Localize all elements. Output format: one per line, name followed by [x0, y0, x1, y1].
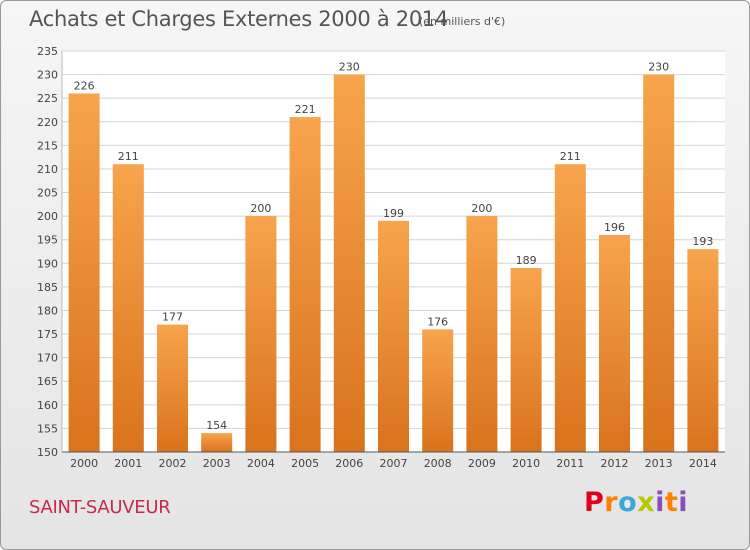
- bar: [643, 74, 675, 453]
- y-tick-label: 235: [37, 45, 58, 58]
- logo-letter: P: [584, 487, 605, 518]
- bar: [245, 216, 277, 452]
- value-labels: 226 211 177 154 200 221 230 199 176 200 189 211 196 2…: [74, 61, 714, 433]
- bar-value-label: 189: [516, 254, 537, 267]
- bar-value-label: 177: [162, 311, 183, 324]
- logo-letter: o: [618, 487, 638, 518]
- bar-value-label: 193: [692, 235, 713, 248]
- y-tick-label: 220: [37, 116, 58, 129]
- x-tick-label: 2009: [468, 457, 496, 470]
- x-tick-label: 2001: [114, 457, 142, 470]
- chart-subtitle: (en milliers d'€): [419, 15, 506, 28]
- bar-value-label: 230: [339, 61, 360, 74]
- bar-value-label: 226: [74, 79, 95, 92]
- bar: [289, 117, 321, 452]
- y-tick-label: 160: [37, 399, 58, 412]
- bar: [68, 93, 100, 452]
- x-tick-label: 2010: [512, 457, 540, 470]
- bar: [599, 234, 630, 452]
- y-axis-tick-labels: 150 155 160 165 170 175 180 185 190 195 200 205 210 2…: [37, 45, 58, 459]
- bar: [157, 324, 188, 452]
- x-tick-label: 2007: [380, 457, 408, 470]
- y-tick-label: 225: [37, 92, 58, 105]
- y-tick-label: 230: [37, 69, 58, 82]
- y-tick-label: 200: [37, 210, 58, 223]
- y-tick-label: 180: [37, 304, 58, 317]
- bar: [422, 329, 454, 452]
- bar: [510, 268, 542, 452]
- bar-value-label: 200: [250, 202, 271, 215]
- bar-value-label: 154: [206, 419, 227, 432]
- x-tick-label: 2002: [159, 457, 187, 470]
- x-tick-label: 2003: [203, 457, 231, 470]
- y-tick-label: 190: [37, 257, 58, 270]
- y-tick-label: 165: [37, 375, 58, 388]
- logo-letter: i: [678, 487, 689, 518]
- y-tick-label: 205: [37, 187, 58, 200]
- x-tick-label: 2012: [601, 457, 629, 470]
- logo-letter: x: [637, 487, 656, 518]
- bar-value-label: 196: [604, 221, 625, 234]
- y-tick-label: 210: [37, 163, 58, 176]
- bar: [112, 164, 144, 453]
- chart-title: Achats et Charges Externes 2000 à 2014: [29, 7, 449, 31]
- logo-letter: r: [604, 487, 619, 518]
- bar: [378, 220, 409, 452]
- y-tick-label: 215: [37, 139, 58, 152]
- x-tick-label: 2008: [424, 457, 452, 470]
- proxiti-logo: Proxiti: [584, 487, 688, 518]
- y-tick-label: 170: [37, 352, 58, 365]
- x-tick-label: 2000: [70, 457, 98, 470]
- town-name: SAINT-SAUVEUR: [29, 497, 171, 518]
- y-tick-label: 155: [37, 422, 58, 435]
- x-axis-tick-labels: 2000 2001 2002 2003 2004 2005 2006 2007 2008 2009…: [70, 457, 717, 470]
- bar-value-label: 211: [118, 150, 139, 163]
- bar: [687, 249, 719, 452]
- bar: [466, 216, 498, 452]
- y-tick-label: 175: [37, 328, 58, 341]
- y-tick-label: 185: [37, 281, 58, 294]
- bar-value-label: 176: [427, 315, 448, 328]
- x-tick-label: 2014: [689, 457, 717, 470]
- bar: [554, 164, 586, 453]
- bar: [333, 74, 365, 453]
- bars: [68, 74, 719, 453]
- x-tick-label: 2004: [247, 457, 275, 470]
- bar-value-label: 199: [383, 207, 404, 220]
- bar-value-label: 230: [648, 61, 669, 74]
- bar: [201, 433, 233, 452]
- x-tick-label: 2011: [556, 457, 584, 470]
- x-tick-label: 2006: [335, 457, 363, 470]
- x-tick-label: 2013: [645, 457, 673, 470]
- bar-value-label: 200: [471, 202, 492, 215]
- y-tick-label: 195: [37, 234, 58, 247]
- bar-value-label: 211: [560, 150, 581, 163]
- logo-letter: t: [664, 487, 679, 518]
- logo-letter: i: [655, 487, 665, 518]
- y-tick-label: 150: [37, 446, 58, 459]
- x-tick-label: 2005: [291, 457, 319, 470]
- bar-value-label: 221: [295, 103, 316, 116]
